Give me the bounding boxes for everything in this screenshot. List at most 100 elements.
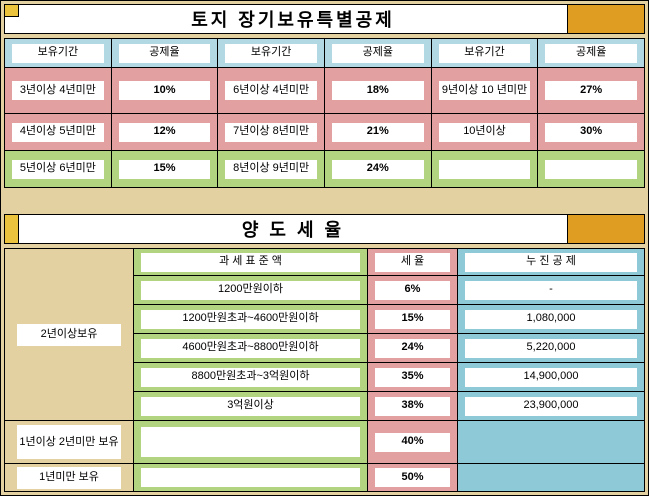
tax-base-cell: 4600만원초과~8800만원이하	[134, 334, 368, 362]
cell-value: 15%	[118, 159, 211, 179]
deduction-cell: 5,220,000	[458, 334, 644, 362]
cell-value: 3년이상 4년미만	[12, 81, 104, 100]
holding-period-cell: 3년이상 4년미만	[5, 68, 111, 113]
holding-group-one-two-year: 1년이상 2년미만 보유	[5, 421, 133, 464]
deduction-rate-cell: 18%	[324, 68, 431, 113]
col-header-deduction-rate: 공제율	[111, 39, 218, 67]
holding-period-cell: 6년이상 4년미만	[218, 68, 324, 113]
cell-value: 35%	[375, 367, 450, 387]
cell-value: 4년이상 5년미만	[12, 122, 104, 142]
table-row: 50%	[134, 464, 644, 491]
col-header-tax-base: 과 세 표 준 액	[134, 249, 368, 275]
deduction-rate-cell: 21%	[324, 114, 431, 150]
holding-group-under-one-year: 1년미만 보유	[5, 464, 133, 491]
cell-value: 6%	[375, 280, 450, 300]
empty-cell	[458, 464, 644, 491]
title-right-accent	[567, 215, 644, 243]
tax-base-cell: 1200만원초과~4600만원이하	[134, 305, 368, 333]
cell-value: 9년이상 10 년미만	[438, 81, 531, 100]
empty-cell	[134, 464, 368, 491]
cell-value: 38%	[375, 396, 450, 416]
cell-value: 21%	[331, 122, 424, 142]
col-header-label: 공제율	[331, 43, 424, 63]
cell-value: 18%	[331, 81, 424, 100]
cell-value	[545, 159, 637, 179]
col-header-progressive-deduction: 누 진 공 제	[458, 249, 644, 275]
cell-value: 30%	[545, 122, 637, 142]
table-row: 1200만원이하 6% -	[134, 276, 644, 305]
empty-cell	[538, 151, 644, 187]
transfer-tax-title-bar: 양 도 세 율	[4, 214, 645, 244]
deduction-rate-cell: 15%	[111, 151, 218, 187]
table-row: 4600만원초과~8800만원이하 24% 5,220,000	[134, 334, 644, 363]
holding-period-cell: 9년이상 10 년미만	[431, 68, 538, 113]
cell-value: 15%	[375, 309, 450, 329]
cell-value: 1200만원초과~4600만원이하	[141, 309, 360, 329]
section-spacer	[4, 188, 645, 214]
tax-rate-grid: 과 세 표 준 액 세 율 누 진 공 제 1200만원이하 6% - 1200…	[134, 249, 644, 491]
holding-period-column: 2년이상보유 1년이상 2년미만 보유 1년미만 보유	[5, 249, 134, 491]
col-header-holding-period: 보유기간	[5, 39, 111, 67]
land-deduction-title-bar: 토지 장기보유특별공제	[4, 4, 645, 34]
tax-rate-cell: 35%	[368, 363, 458, 391]
deduction-rate-cell: 12%	[111, 114, 218, 150]
holding-group-two-year: 2년이상보유	[5, 249, 133, 421]
col-header-label: 보유기간	[438, 43, 531, 63]
cell-value: 1200만원이하	[141, 280, 360, 300]
cell-value: 14,900,000	[465, 367, 637, 387]
transfer-tax-table: 2년이상보유 1년이상 2년미만 보유 1년미만 보유 과 세 표 준 액 세 …	[4, 248, 645, 492]
cell-value: 8800만원초과~3억원이하	[141, 367, 360, 387]
holding-label: 1년미만 보유	[17, 466, 121, 489]
tax-rate-cell: 24%	[368, 334, 458, 362]
tax-rate-cell: 6%	[368, 276, 458, 304]
col-header-label: 과 세 표 준 액	[141, 252, 360, 272]
deduction-cell: 1,080,000	[458, 305, 644, 333]
title-right-accent	[567, 5, 644, 33]
cell-value: 4600만원초과~8800만원이하	[141, 338, 360, 358]
cell-value	[141, 427, 360, 457]
cell-value: 40%	[375, 432, 450, 452]
cell-value: 23,900,000	[465, 396, 637, 416]
tax-base-cell: 3억원이상	[134, 392, 368, 420]
cell-value: 10년이상	[438, 122, 531, 142]
cell-value	[141, 468, 360, 487]
title-left-accent	[5, 215, 19, 243]
col-header-holding-period: 보유기간	[218, 39, 324, 67]
cell-value: 3억원이상	[141, 396, 360, 416]
transfer-tax-title: 양 도 세 율	[241, 220, 345, 240]
land-deduction-title: 토지 장기보유특별공제	[191, 10, 395, 30]
deduction-rate-cell: 24%	[324, 151, 431, 187]
tax-base-cell: 1200만원이하	[134, 276, 368, 304]
cell-value: 12%	[118, 122, 211, 142]
deduction-rate-cell: 30%	[538, 114, 644, 150]
cell-value: 8년이상 9년미만	[225, 159, 317, 179]
tax-rate-cell: 50%	[368, 464, 458, 491]
col-header-holding-period: 보유기간	[431, 39, 538, 67]
deduction-cell: 23,900,000	[458, 392, 644, 420]
land-deduction-table: 보유기간 공제율 보유기간 공제율 보유기간 공제율 3년이상 4년미만 10%…	[4, 38, 645, 188]
empty-cell	[134, 421, 368, 463]
col-header-label: 누 진 공 제	[465, 252, 637, 272]
col-header-label: 공제율	[118, 43, 211, 63]
tax-rate-cell: 38%	[368, 392, 458, 420]
empty-cell	[458, 421, 644, 463]
cell-value: 24%	[375, 338, 450, 358]
cell-value: 6년이상 4년미만	[225, 81, 317, 100]
tax-rate-cell: 15%	[368, 305, 458, 333]
holding-period-cell: 10년이상	[431, 114, 538, 150]
cell-value: 10%	[118, 81, 211, 100]
col-header-deduction-rate: 공제율	[324, 39, 431, 67]
holding-period-cell: 4년이상 5년미만	[5, 114, 111, 150]
cell-value: 27%	[545, 81, 637, 100]
cell-value: 1,080,000	[465, 309, 637, 329]
holding-label: 1년이상 2년미만 보유	[17, 425, 121, 459]
col-header-deduction-rate: 공제율	[538, 39, 644, 67]
cell-value: 24%	[331, 159, 424, 179]
col-header-label: 공제율	[545, 43, 637, 63]
title-left-accent	[5, 5, 19, 17]
empty-cell	[431, 151, 538, 187]
tax-base-cell: 8800만원초과~3억원이하	[134, 363, 368, 391]
cell-value: -	[465, 280, 637, 300]
col-header-label: 보유기간	[225, 43, 317, 63]
